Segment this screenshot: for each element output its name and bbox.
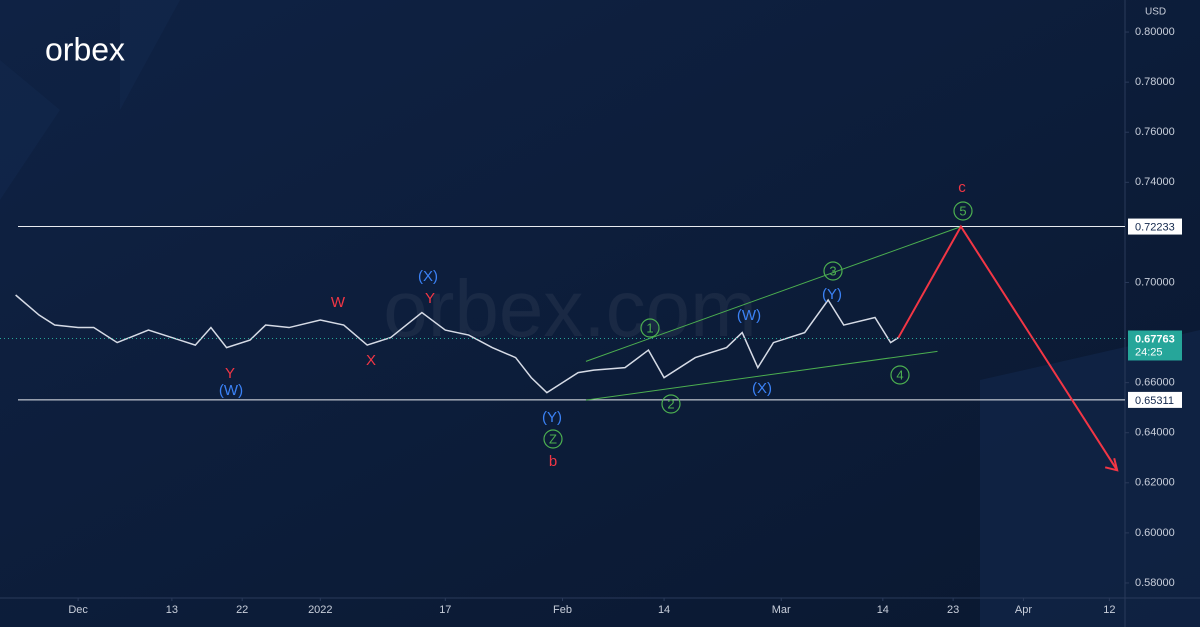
y-tick-label: 0.70000 [1135, 276, 1175, 288]
x-tick-label: 2022 [308, 604, 332, 616]
y-tick-label: 0.58000 [1135, 577, 1175, 589]
y-tick-label: 0.76000 [1135, 126, 1175, 138]
wave-label: 5 [959, 203, 966, 218]
y-tick-label: 0.78000 [1135, 76, 1175, 88]
plot: 0.58000 0.60000 0.62000 0.64000 0.66000 0.700… [0, 26, 1182, 616]
wave-label: 4 [896, 367, 903, 382]
wave-label: Z [549, 431, 557, 446]
channel-line [585, 350, 938, 401]
x-tick-label: Dec [68, 604, 88, 616]
last-price-box [1128, 330, 1182, 361]
level-label: 0.65311 [1135, 395, 1174, 407]
watermark: orbex.com [383, 264, 756, 353]
x-tick-label: 14 [658, 604, 670, 616]
wave-label: (X) [418, 268, 438, 285]
projection-arrow [1104, 458, 1119, 472]
wave-ring [543, 429, 563, 449]
wave-label: Y [225, 365, 235, 382]
y-tick-label: 0.62000 [1135, 477, 1175, 489]
logo: orbex [45, 31, 125, 67]
y-tick-label: 0.66000 [1135, 377, 1175, 389]
x-tick-label: 12 [1103, 604, 1115, 616]
wave-label: (Y) [822, 286, 842, 303]
x-tick-label: 23 [947, 604, 959, 616]
x-tick-label: 22 [236, 604, 248, 616]
x-tick-label: 14 [877, 604, 889, 616]
price-line [15, 294, 899, 394]
x-tick-label: 13 [166, 604, 178, 616]
wave-ring [890, 365, 910, 385]
last-price-label: 0.67763 [1135, 333, 1175, 345]
x-tick-label: Apr [1015, 604, 1032, 616]
wave-labels: c W Y X Y b (X) (W) (Y) (W) (X) (Y) 5 3 … [219, 179, 973, 470]
wave-label: Y [425, 290, 435, 307]
y-tick-label: 0.60000 [1135, 527, 1175, 539]
currency: USD [1145, 7, 1166, 18]
wave-ring [661, 394, 681, 414]
x-tick-label: 17 [439, 604, 451, 616]
y-tick-label: 0.74000 [1135, 176, 1175, 188]
countdown: 24:25 [1135, 346, 1163, 358]
wave-label: (Y) [542, 409, 562, 426]
wave-label: 2 [667, 396, 674, 411]
wave-label: 3 [829, 263, 836, 278]
wave-label: (W) [219, 382, 243, 399]
wave-ring [823, 261, 843, 281]
x-tick-label: Feb [553, 604, 572, 616]
wave-label: c [958, 179, 966, 196]
projection-line [897, 224, 1119, 471]
wave-label: 1 [646, 320, 653, 335]
level-box [1128, 218, 1182, 235]
wave-label: b [549, 453, 557, 470]
level-label: 0.72233 [1135, 221, 1175, 233]
wave-label: X [366, 352, 376, 369]
wave-label: (X) [752, 380, 772, 397]
wave-ring [640, 318, 660, 338]
level-box [1128, 391, 1182, 408]
y-tick-label: 0.64000 [1135, 427, 1175, 439]
wave-label: W [331, 294, 346, 311]
x-tick-label: Mar [772, 604, 791, 616]
wave-label: (W) [737, 307, 761, 324]
wave-ring [953, 201, 973, 221]
y-tick-label: 0.80000 [1135, 26, 1175, 38]
